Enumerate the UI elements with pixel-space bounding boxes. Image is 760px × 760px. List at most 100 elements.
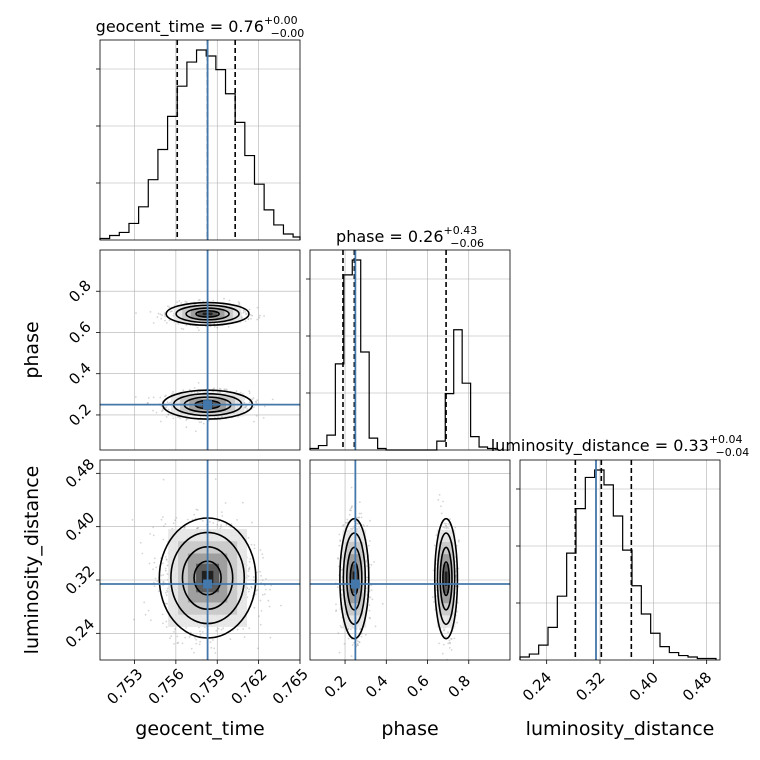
density-bin-phase-luminosity_distance-0-4: [352, 571, 357, 586]
sample-point: [258, 316, 261, 319]
sample-point: [262, 417, 265, 419]
sample-point: [350, 655, 353, 657]
sample-point: [358, 527, 360, 529]
sample-point: [351, 528, 354, 530]
sample-point: [371, 598, 374, 601]
sample-point: [442, 643, 445, 646]
sample-point: [446, 526, 448, 529]
sample-point: [182, 389, 185, 392]
sample-point: [212, 299, 215, 302]
sample-point: [447, 642, 450, 645]
sample-point: [165, 406, 168, 409]
sample-point: [337, 557, 339, 559]
sample-point: [345, 521, 347, 524]
sample-point: [178, 300, 181, 302]
hist-bars-luminosity_distance: [519, 469, 717, 660]
sample-point: [167, 413, 170, 416]
sample-point: [254, 593, 257, 596]
sample-point: [261, 553, 264, 555]
sample-point: [248, 392, 251, 394]
sample-point: [256, 588, 259, 591]
sample-point: [202, 422, 205, 425]
sample-point: [164, 523, 167, 525]
sample-point: [249, 314, 252, 316]
sample-point: [165, 589, 168, 592]
sample-point: [280, 604, 282, 607]
sample-point: [196, 509, 199, 511]
sample-point: [245, 312, 248, 315]
sample-point: [143, 601, 146, 604]
sample-point: [185, 426, 188, 429]
sample-point: [199, 416, 202, 418]
sample-point: [149, 311, 152, 313]
sample-point: [255, 401, 258, 403]
sample-point: [157, 312, 160, 315]
sample-point: [193, 387, 196, 389]
sample-point: [367, 544, 370, 547]
sample-point: [358, 512, 361, 515]
sample-point: [447, 631, 449, 633]
sample-point: [338, 651, 341, 654]
sample-point: [176, 301, 179, 304]
sample-point: [217, 416, 220, 418]
sample-point: [369, 540, 371, 542]
sample-point: [135, 312, 137, 314]
sample-point: [229, 638, 232, 641]
sample-point: [268, 605, 271, 608]
sample-point: [360, 632, 363, 635]
sample-point: [164, 395, 166, 398]
ylabel-luminosity_distance: luminosity_distance: [21, 466, 43, 655]
sample-point: [259, 623, 262, 626]
sample-point: [169, 401, 172, 404]
sample-point: [213, 387, 216, 390]
sample-point: [204, 391, 207, 394]
panel2d-phase-luminosity_distance: [310, 460, 510, 660]
sample-point: [267, 599, 270, 602]
sample-point: [164, 602, 167, 605]
panel2d-frame-geocent_time-phase: [99, 249, 301, 451]
sample-point: [445, 525, 448, 527]
sample-point: [160, 405, 163, 407]
sample-point: [358, 516, 360, 519]
sample-point: [365, 587, 368, 589]
sample-point: [248, 401, 251, 404]
sample-point: [166, 573, 169, 575]
sample-point: [257, 647, 259, 650]
sample-point: [363, 525, 366, 527]
sample-point: [164, 319, 166, 322]
sample-point: [248, 568, 251, 571]
sample-point: [360, 512, 363, 515]
sample-point: [158, 590, 160, 593]
sample-point: [166, 564, 169, 567]
sample-point: [448, 641, 451, 644]
sample-point: [366, 576, 369, 579]
sample-point: [167, 305, 169, 308]
sample-point: [243, 636, 246, 638]
sample-point: [201, 520, 204, 522]
sample-point: [263, 315, 265, 317]
sample-point: [214, 478, 217, 480]
sample-point: [247, 590, 250, 593]
sample-point: [186, 518, 189, 521]
sample-point: [159, 396, 162, 399]
sample-point: [183, 526, 186, 529]
sample-point: [164, 567, 167, 570]
sample-point: [350, 509, 352, 512]
panel2d-content-geocent_time-luminosity_distance: [100, 460, 300, 660]
sample-point: [154, 577, 157, 580]
sample-point: [335, 610, 337, 613]
sample-point: [250, 543, 253, 546]
sample-point: [242, 309, 245, 312]
sample-point: [252, 397, 255, 399]
sample-point: [444, 636, 447, 638]
sample-point: [339, 539, 342, 541]
sample-point: [213, 325, 216, 328]
sample-point: [241, 316, 243, 319]
sample-point: [197, 299, 200, 302]
sample-point: [169, 637, 171, 640]
sample-point: [381, 602, 384, 605]
sample-point: [358, 628, 361, 630]
sample-point: [360, 516, 363, 519]
sample-point: [265, 578, 267, 580]
